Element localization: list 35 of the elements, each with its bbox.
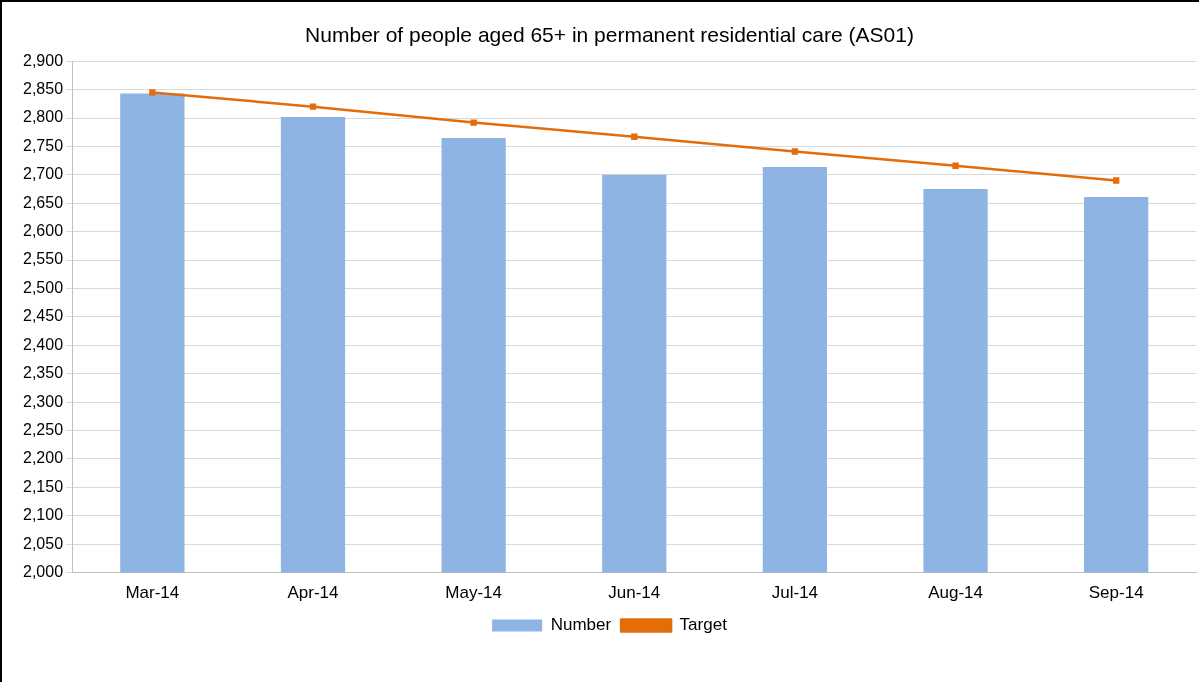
x-tick-label: Mar-14 xyxy=(125,583,180,603)
point xyxy=(470,119,477,126)
legend-label: Number xyxy=(550,615,612,635)
y-tick-label: 2,300 xyxy=(22,392,64,410)
point xyxy=(309,103,317,110)
y-tick-label: 2,100 xyxy=(22,506,64,524)
y-tick-label: 2,850 xyxy=(22,80,64,98)
chart-title: Number of people aged 65+ in permanent residential care (AS01) xyxy=(305,23,914,47)
point xyxy=(952,162,959,169)
x-tick-label: Sep-14 xyxy=(1088,583,1144,603)
y-tick-label: 2,550 xyxy=(22,250,64,268)
y-tick-label: 2,750 xyxy=(22,136,64,154)
point xyxy=(791,148,799,155)
x-tick-label: Aug-14 xyxy=(928,583,983,603)
point xyxy=(149,89,156,96)
y-tick-label: 2,700 xyxy=(22,165,64,183)
y-tick-label: 2,500 xyxy=(22,278,64,296)
x-tick-label: Jun-14 xyxy=(608,583,661,603)
y-tick-label: 2,400 xyxy=(22,335,64,353)
y-tick-label: 2,650 xyxy=(22,193,64,211)
y-tick-label: 2,200 xyxy=(22,449,64,467)
y-tick-label: 2,000 xyxy=(22,563,64,581)
y-tick-label: 2,800 xyxy=(22,108,64,126)
point xyxy=(1113,177,1120,184)
x-tick-label: Jul-14 xyxy=(771,583,819,603)
y-tick-label: 2,150 xyxy=(22,477,64,495)
y-tick-label: 2,350 xyxy=(22,364,64,382)
y-tick-label: 2,050 xyxy=(22,534,64,552)
y-tick-label: 2,600 xyxy=(22,222,64,240)
legend-label: Target xyxy=(679,615,728,635)
x-tick-label: May-14 xyxy=(445,583,502,603)
x-tick-label: Apr-14 xyxy=(287,583,339,603)
y-tick-label: 2,900 xyxy=(22,51,64,69)
y-tick-label: 2,450 xyxy=(22,307,64,325)
y-tick-label: 2,250 xyxy=(22,420,64,438)
